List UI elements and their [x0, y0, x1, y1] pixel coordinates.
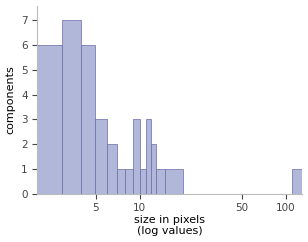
- Bar: [81, 45, 95, 194]
- Bar: [63, 20, 81, 194]
- X-axis label: size in pixels
(log values): size in pixels (log values): [135, 215, 205, 236]
- Bar: [292, 169, 302, 194]
- Bar: [107, 144, 117, 194]
- Bar: [117, 169, 125, 194]
- Bar: [151, 144, 156, 194]
- Bar: [156, 169, 165, 194]
- Bar: [95, 120, 107, 194]
- Bar: [146, 120, 151, 194]
- Bar: [133, 120, 140, 194]
- Bar: [164, 169, 183, 194]
- Bar: [140, 169, 146, 194]
- Y-axis label: components: components: [6, 65, 16, 134]
- Bar: [125, 169, 133, 194]
- Bar: [36, 45, 62, 194]
